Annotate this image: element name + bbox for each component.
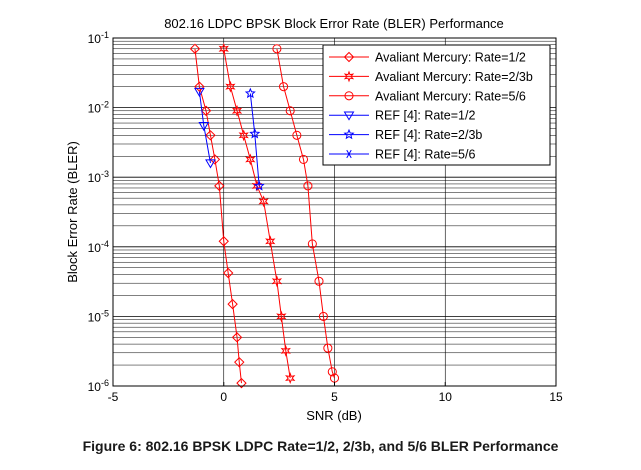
data-point: [258, 195, 269, 208]
series-4: [194, 87, 216, 169]
data-point: [307, 239, 317, 249]
legend-marker: [343, 128, 355, 140]
data-point: [271, 275, 283, 288]
data-point: [222, 267, 234, 279]
legend-marker: [343, 70, 355, 83]
legend-marker: [344, 149, 354, 159]
data-point: [238, 129, 249, 142]
data-point: [225, 80, 236, 93]
legend-item: REF [4]: Rate=5/6: [329, 148, 475, 162]
series-line: [198, 91, 211, 164]
data-point: [303, 181, 313, 191]
data-point: [231, 104, 243, 117]
data-point: [251, 179, 263, 192]
legend-label: Avaliant Mercury: Rate=1/2: [375, 51, 526, 65]
y-tick-label-base: 10: [88, 32, 102, 46]
legend-item: Avaliant Mercury: Rate=1/2: [329, 51, 526, 65]
data-point: [285, 372, 296, 385]
y-tick-label-exponent: -4: [101, 239, 109, 249]
data-point: [323, 343, 333, 353]
y-tick-label-exponent: -1: [101, 30, 109, 40]
data-point: [194, 81, 205, 92]
series-line: [249, 93, 260, 186]
y-tick-label: 10-6: [88, 378, 109, 394]
legend-box: [322, 44, 551, 166]
data-point: [272, 44, 282, 54]
data-point: [236, 377, 247, 389]
data-point: [285, 106, 295, 116]
y-tick-label: 10-4: [88, 239, 109, 255]
y-tick-label: 10-5: [88, 308, 109, 324]
data-point: [218, 236, 229, 247]
data-point: [327, 367, 337, 377]
y-tick-label: 10-1: [88, 30, 109, 46]
legend-label: Avaliant Mercury: Rate=5/6: [375, 89, 526, 103]
x-axis-label: SNR (dB): [306, 408, 362, 423]
x-tick-label: 0: [220, 390, 227, 404]
y-tick-label-exponent: -3: [101, 169, 109, 179]
y-axis-label: Block Error Rate (BLER): [65, 141, 80, 283]
legend-label: REF [4]: Rate=5/6: [375, 148, 475, 162]
y-tick-label-base: 10: [88, 171, 102, 185]
legend-marker: [343, 51, 355, 63]
series-2: [218, 42, 296, 385]
y-tick-label-exponent: -6: [101, 378, 109, 388]
y-tick-label-exponent: -2: [101, 100, 109, 110]
data-point: [218, 42, 229, 55]
legend: Avaliant Mercury: Rate=1/2 Avaliant Mercu…: [322, 44, 551, 166]
legend-item: Avaliant Mercury: Rate=5/6: [329, 89, 526, 103]
data-point: [280, 344, 291, 357]
data-point: [214, 180, 225, 192]
x-tick-label: 15: [549, 390, 563, 404]
data-point: [318, 311, 328, 321]
data-point: [314, 276, 324, 286]
data-point: [244, 87, 256, 99]
series-1: [189, 43, 247, 389]
legend-item: Avaliant Mercury: Rate=2/3b: [329, 70, 533, 84]
series-5: [244, 87, 265, 191]
data-point: [194, 87, 205, 98]
data-point: [205, 159, 216, 169]
y-tick-label: 10-2: [88, 100, 109, 116]
y-tick-label-base: 10: [88, 102, 102, 116]
data-point: [298, 154, 309, 164]
legend-item: REF [4]: Rate=1/2: [329, 109, 475, 123]
legend-marker: [343, 111, 355, 121]
legend-item: REF [4]: Rate=2/3b: [329, 128, 482, 142]
data-point: [253, 180, 265, 191]
data-point: [292, 130, 302, 140]
legend-label: Avaliant Mercury: Rate=2/3b: [375, 70, 533, 84]
data-point: [245, 153, 256, 166]
y-tick-label-base: 10: [88, 310, 102, 324]
x-tick-label: 5: [331, 390, 338, 404]
y-tick-label-base: 10: [88, 241, 102, 255]
data-point: [231, 332, 243, 343]
legend-label: REF [4]: Rate=1/2: [375, 109, 475, 123]
data-point: [249, 128, 261, 139]
legend-label: REF [4]: Rate=2/3b: [375, 128, 482, 142]
y-tick-label-base: 10: [88, 380, 102, 394]
x-tick-label: 10: [439, 390, 453, 404]
series-layer: [189, 42, 340, 389]
data-point: [205, 130, 216, 141]
chart-title: 802.16 LDPC BPSK Block Error Rate (BLER)…: [164, 16, 504, 31]
series-3: [272, 44, 340, 383]
y-tick-label: 10-3: [88, 169, 109, 185]
y-tick-label-exponent: -5: [101, 308, 109, 318]
series-line: [223, 48, 291, 379]
data-point: [234, 356, 245, 368]
data-point: [200, 105, 212, 116]
data-point: [189, 43, 201, 54]
data-point: [276, 310, 287, 323]
data-point: [209, 154, 221, 165]
x-tick-label: -5: [108, 390, 119, 404]
data-point: [265, 235, 276, 248]
data-point: [198, 122, 210, 132]
figure-caption: Figure 6: 802.16 BPSK LDPC Rate=1/2, 2/3…: [82, 438, 559, 454]
legend-marker: [344, 91, 354, 101]
data-point: [279, 82, 289, 92]
data-point: [227, 298, 238, 310]
